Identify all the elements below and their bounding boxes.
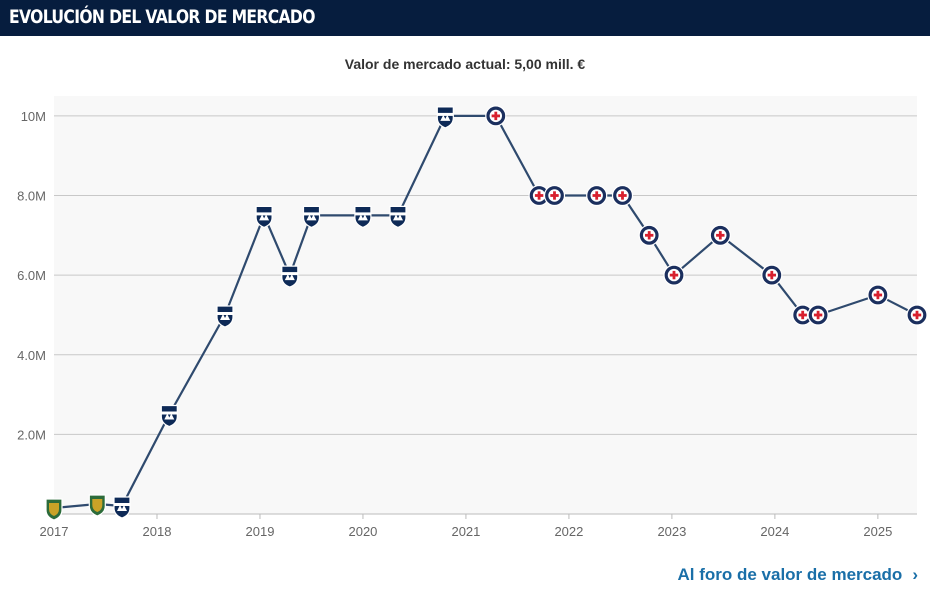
y-tick-label: 4.0M (17, 348, 46, 363)
monterrey-crest-icon (255, 205, 273, 229)
current-market-value: Valor de mercado actual: 5,00 mill. € (344, 56, 586, 72)
data-point (436, 106, 454, 129)
monterrey-crest-icon (302, 205, 321, 229)
monterrey-crest-icon (216, 305, 234, 328)
data-point (867, 284, 889, 306)
x-tick-label: 2021 (451, 524, 480, 539)
data-point (543, 184, 566, 207)
x-tick-label: 2019 (246, 524, 275, 539)
monterrey-crest-icon (436, 106, 454, 129)
data-point (807, 304, 829, 326)
forum-link-label: Al foro de valor de mercado (677, 565, 903, 584)
monterrey-crest-icon (354, 205, 372, 229)
data-point (485, 105, 507, 127)
data-point (354, 205, 372, 229)
y-tick-label: 2.0M (17, 427, 46, 442)
data-point (638, 224, 660, 246)
data-point (761, 264, 783, 286)
data-point (709, 224, 731, 246)
market-value-forum-link[interactable]: Al foro de valor de mercado › (677, 565, 918, 585)
x-tick-label: 2018 (143, 524, 172, 539)
x-tick-label: 2017 (40, 524, 69, 539)
data-point (255, 205, 273, 229)
y-tick-label: 8.0M (17, 189, 46, 204)
data-point (586, 184, 608, 207)
monterrey-crest-icon (281, 265, 299, 288)
x-tick-label: 2020 (348, 524, 377, 539)
data-point (389, 205, 407, 229)
y-tick-label: 10M (21, 109, 46, 124)
data-point (792, 304, 814, 326)
x-tick-label: 2025 (863, 524, 892, 539)
x-tick-label: 2023 (657, 524, 686, 539)
data-point (88, 494, 106, 517)
data-point (906, 304, 928, 326)
x-tick-label: 2024 (760, 524, 789, 539)
header-bar: EVOLUCIÓN DEL VALOR DE MERCADO (0, 0, 930, 36)
monterrey-crest-icon (160, 404, 178, 428)
data-point (302, 205, 321, 229)
monterrey-crest-icon (113, 496, 131, 519)
data-point (281, 265, 299, 288)
market-value-chart: 2.0M 4.0M 6.0M 8.0M 10M 2017 2018 2019 2020 2021 2… (17, 96, 928, 539)
data-point (45, 498, 63, 521)
monterrey-crest-icon (389, 205, 407, 229)
x-tick-label: 2022 (554, 524, 583, 539)
y-tick-label: 6.0M (17, 268, 46, 283)
data-point (160, 404, 178, 428)
data-point (216, 305, 234, 328)
data-point (663, 264, 685, 286)
data-point (611, 184, 634, 207)
plot-background (54, 96, 917, 514)
page-title: EVOLUCIÓN DEL VALOR DE MERCADO (9, 6, 315, 28)
data-point (113, 496, 131, 519)
chevron-right-icon: › (912, 565, 918, 584)
data-point (528, 184, 550, 207)
